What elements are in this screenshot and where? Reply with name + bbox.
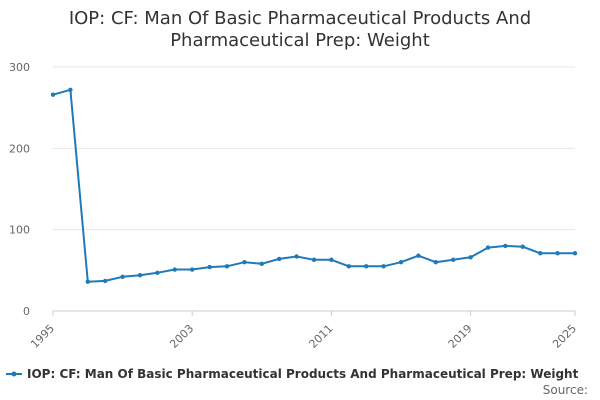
series-area [50,87,578,284]
data-point[interactable] [520,244,525,249]
data-point[interactable] [172,267,177,272]
x-tick-label: 1995 [28,322,57,351]
data-point[interactable] [155,270,160,275]
y-axis: 0 100 200 300 [9,61,30,318]
chart-title-line-2: Pharmaceutical Prep: Weight [170,30,430,51]
data-point[interactable] [50,92,56,97]
data-point[interactable] [85,279,91,284]
y-tick-label: 200 [9,142,30,155]
data-point[interactable] [364,264,369,269]
data-point[interactable] [311,257,317,262]
x-tick-label: 2019 [446,322,475,351]
y-tick-label: 300 [9,61,30,74]
x-axis: 1995 2003 2011 2019 2025 [28,311,579,351]
data-point[interactable] [555,251,560,256]
data-point[interactable] [242,260,247,265]
x-tick-label: 2003 [167,322,196,351]
data-point[interactable] [433,260,438,265]
data-point[interactable] [103,278,108,284]
data-point[interactable] [120,274,125,280]
x-tick-label: 2025 [550,322,579,351]
series-line [52,88,575,283]
x-tick-label: 2011 [307,322,336,351]
data-point[interactable] [503,243,508,249]
data-point[interactable] [381,264,386,269]
data-point[interactable] [485,245,491,250]
data-point[interactable] [137,273,143,278]
y-tick-label: 0 [23,305,30,318]
data-point[interactable] [398,260,404,265]
data-point[interactable] [207,264,212,270]
data-point[interactable] [294,254,299,259]
data-point[interactable] [277,256,282,262]
y-tick-label: 100 [9,224,30,237]
gridlines [53,66,575,312]
data-point[interactable] [224,264,230,269]
data-point[interactable] [572,251,578,256]
legend-swatch-marker [11,371,17,377]
chart-title-line-1: IOP: CF: Man Of Basic Pharmaceutical Pro… [69,8,531,29]
legend-label[interactable]: IOP: CF: Man Of Basic Pharmaceutical Pro… [27,367,579,381]
data-point[interactable] [259,261,264,267]
data-point[interactable] [190,267,195,272]
data-point[interactable] [451,257,456,262]
chart-title: IOP: CF: Man Of Basic Pharmaceutical Pro… [69,8,531,51]
data-point[interactable] [538,251,543,256]
data-point[interactable] [468,255,473,260]
source-label: Source: [543,383,588,397]
data-point[interactable] [329,257,334,262]
legend[interactable]: IOP: CF: Man Of Basic Pharmaceutical Pro… [6,367,579,381]
data-point[interactable] [346,264,351,269]
data-point[interactable] [68,87,73,92]
data-point[interactable] [416,253,421,258]
